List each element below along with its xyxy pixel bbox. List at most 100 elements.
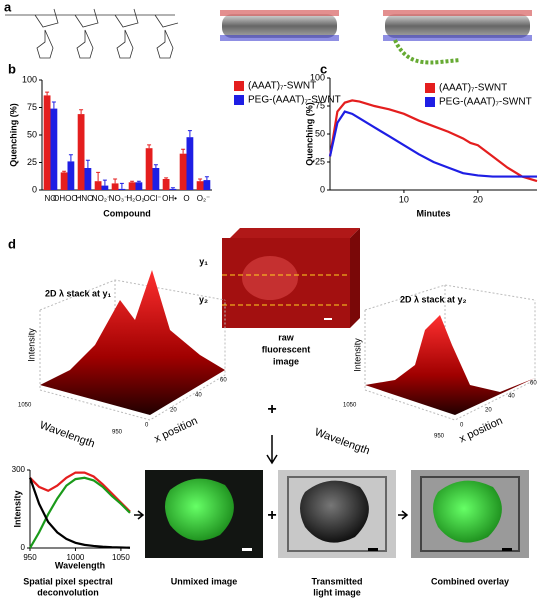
bar (118, 188, 126, 190)
surface-tick: 40 (195, 393, 202, 399)
caption: light image (313, 587, 361, 597)
y-axis-label: Quenching (%) (8, 103, 18, 167)
bar (50, 108, 58, 190)
bar (179, 153, 187, 190)
arrow-right (134, 510, 145, 520)
surface-tick: 950 (434, 434, 445, 440)
y-tick-label: 50 (315, 128, 325, 138)
error-bar (113, 178, 118, 184)
x-tick-label: OCl⁻ (144, 194, 162, 203)
surface-tick: 1050 (343, 403, 357, 409)
x-tick-label: OH• (162, 194, 177, 203)
y-marker: y₁ (199, 256, 208, 266)
legend-label: PEG-(AAAT)₇-SWNT (439, 97, 532, 108)
error-bar (147, 144, 152, 149)
line (28, 477, 131, 549)
y-tick-label: 100 (310, 72, 325, 82)
caption: Unmixed image (171, 576, 238, 586)
error-bar (204, 176, 209, 181)
surface-left (39, 270, 226, 421)
y-tick-label: 75 (27, 102, 37, 112)
surface-tick: 1050 (18, 403, 32, 409)
bar (101, 185, 109, 190)
surface-tick: 0 (460, 423, 464, 429)
bar (145, 148, 153, 190)
y-marker: y₂ (199, 294, 208, 304)
x-tick-label: O (183, 194, 189, 203)
y-axis-label: Intensity (12, 490, 22, 527)
raw-label: image (273, 356, 299, 366)
bar (152, 168, 160, 190)
x-tick-label: NO₂⁻ (92, 194, 111, 203)
error-bar (170, 187, 175, 189)
bar (43, 95, 51, 190)
plus: + (267, 401, 276, 418)
bar (94, 181, 102, 190)
legend-label: (AAAT)₇-SWNT (248, 81, 316, 92)
x-axis-label: Compound (103, 208, 151, 218)
x-tick-label: 1000 (67, 553, 85, 562)
y-tick-label: 0 (32, 184, 37, 194)
plus: + (267, 507, 276, 524)
error-bar (102, 179, 107, 186)
x-tick-label: 950 (23, 553, 37, 562)
bar (128, 182, 136, 190)
y-tick-label: 300 (12, 465, 26, 474)
bar (135, 182, 143, 190)
y-tick-label: 25 (315, 156, 325, 166)
bar (84, 168, 92, 190)
bar (67, 161, 75, 190)
x-tick-label: H₂O₂ (126, 194, 144, 203)
bar (111, 183, 119, 190)
raw-label: raw (278, 332, 295, 342)
bar (169, 188, 177, 190)
panel-label: c (320, 61, 327, 76)
error-bar (85, 159, 90, 168)
bar (162, 179, 170, 190)
x-tick-label: 10 (399, 194, 409, 204)
x-tick-label: NO₃⁻ (109, 194, 128, 203)
arrow-right (398, 510, 409, 520)
arrow-down (266, 435, 278, 465)
transmitted-image (278, 470, 396, 558)
bar (196, 181, 204, 190)
bar (186, 137, 194, 190)
x-tick-label: 20 (473, 194, 483, 204)
bar (60, 172, 68, 190)
x-tick-label: OHOO⁻ (53, 194, 82, 203)
stack-title: 2D λ stack at y₂ (400, 294, 467, 304)
error-bar (130, 180, 135, 183)
surface-tick: 60 (530, 381, 537, 387)
y-tick-label: 100 (22, 74, 37, 84)
surface-tick: 950 (112, 430, 123, 436)
surface-axis: Wavelength (38, 419, 96, 450)
legend-swatch (425, 83, 435, 93)
surface-axis: Wavelength (313, 426, 371, 457)
x-axis-label: Minutes (416, 208, 450, 218)
y-axis-label: Quenching (%) (304, 102, 314, 166)
line (29, 471, 131, 513)
y-tick-label: 50 (27, 129, 37, 139)
stack-title: 2D λ stack at y₁ (45, 288, 112, 298)
panel-label: b (8, 61, 16, 76)
bar (77, 114, 85, 190)
raw-image-block (222, 228, 360, 328)
error-bar (51, 101, 56, 109)
caption: Spatial pixel spectral (23, 576, 113, 586)
surface-tick: 40 (508, 394, 515, 400)
error-bar (68, 154, 73, 162)
caption: Transmitted (311, 576, 362, 586)
error-bar (187, 130, 192, 138)
surface-axis: Intensity (26, 328, 36, 362)
y-tick-label: 0 (21, 543, 26, 552)
legend-swatch (425, 97, 435, 107)
surface-axis: x position (152, 415, 199, 446)
surface-tick: 20 (170, 408, 177, 414)
bar (203, 180, 211, 190)
error-bar (96, 171, 101, 182)
legend-swatch (234, 95, 244, 105)
x-tick-label: 1050 (112, 553, 130, 562)
y-tick-label: 75 (315, 100, 325, 110)
x-axis-label: Wavelength (55, 560, 105, 570)
